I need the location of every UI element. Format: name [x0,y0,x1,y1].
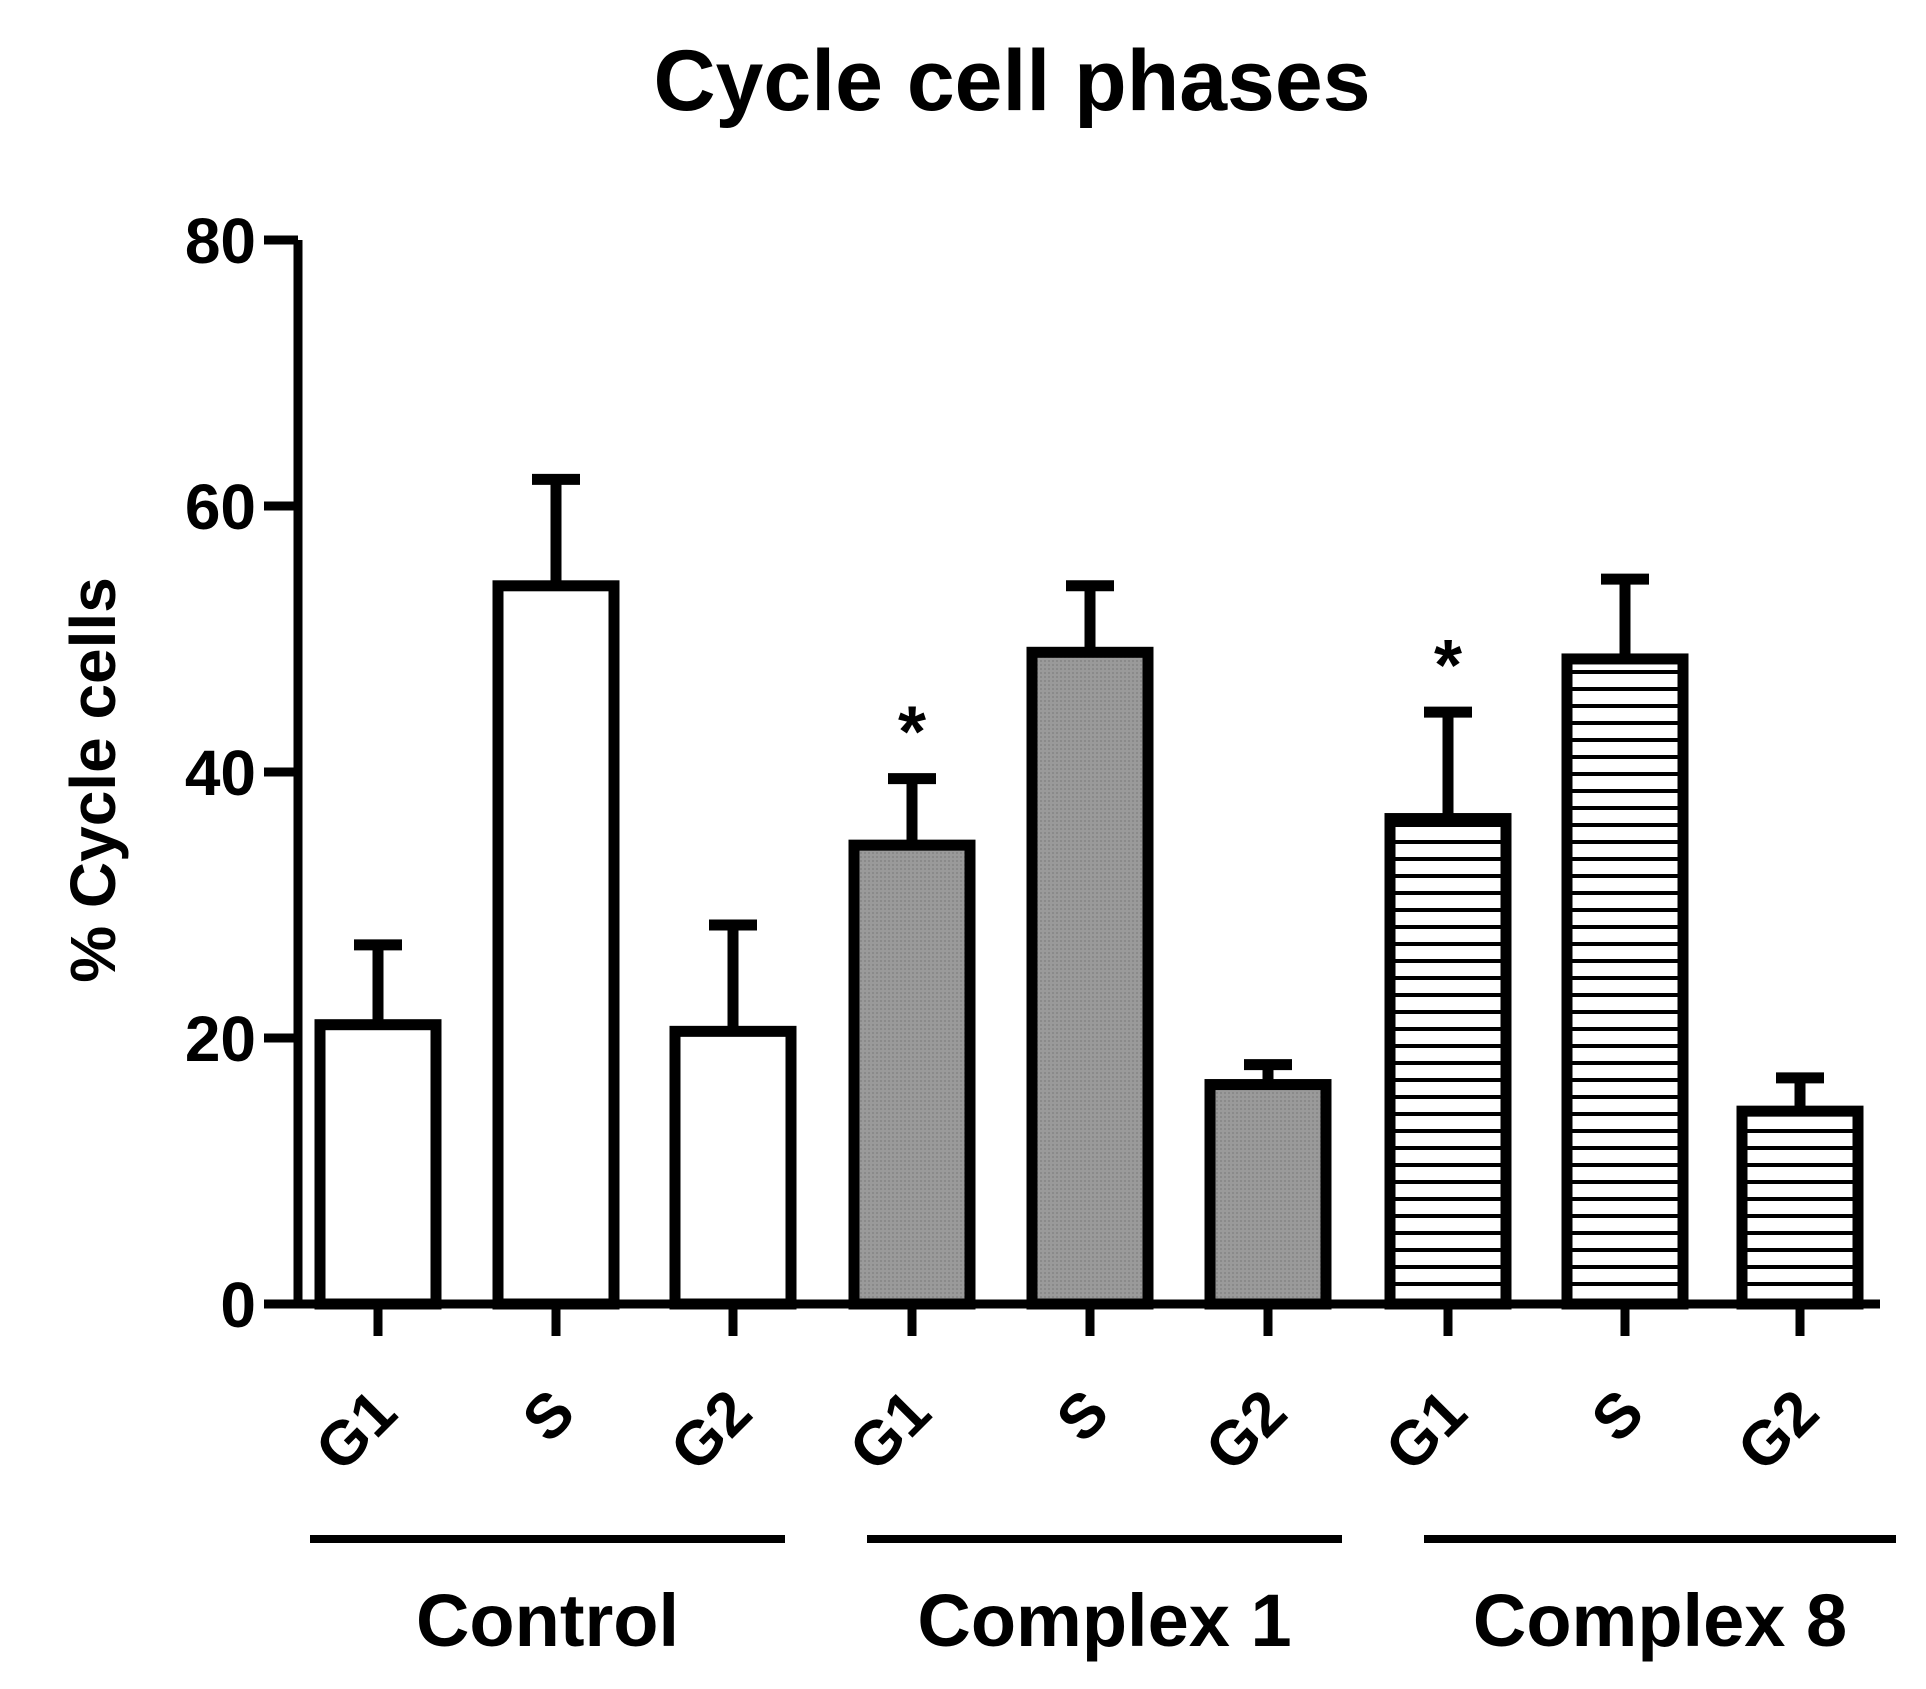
bar [1384,813,1512,1310]
bar [1026,646,1154,1310]
significance-marker: * [1434,626,1462,706]
bar [1204,1079,1332,1310]
bar [314,1019,442,1310]
x-tick-label: G1 [837,1377,944,1484]
chart-title: Cycle cell phases [653,33,1370,129]
x-tick-label: S [1044,1377,1122,1455]
bar [1561,653,1689,1310]
bar [669,1025,797,1310]
x-tick-label: S [1579,1377,1657,1455]
y-tick-label: 20 [185,1003,256,1075]
bar [848,839,976,1310]
y-axis-label: % Cycle cells [57,577,129,983]
group-label: Complex 1 [917,1579,1291,1662]
x-tick-label: G1 [1373,1377,1480,1484]
y-tick-label: 80 [185,205,256,277]
x-tick-label: G2 [658,1377,765,1484]
significance-marker: * [898,693,926,773]
y-tick-label: 0 [220,1269,256,1341]
x-tick-label: G2 [1193,1377,1300,1484]
group-label: Control [416,1579,679,1662]
x-tick-label: G1 [303,1377,410,1484]
bar [1736,1105,1864,1310]
y-tick-label: 60 [185,471,256,543]
bar [492,580,620,1310]
x-tick-label: S [510,1377,588,1455]
group-label: Complex 8 [1473,1579,1847,1662]
x-tick-label: G2 [1725,1377,1832,1484]
y-tick-label: 40 [185,737,256,809]
